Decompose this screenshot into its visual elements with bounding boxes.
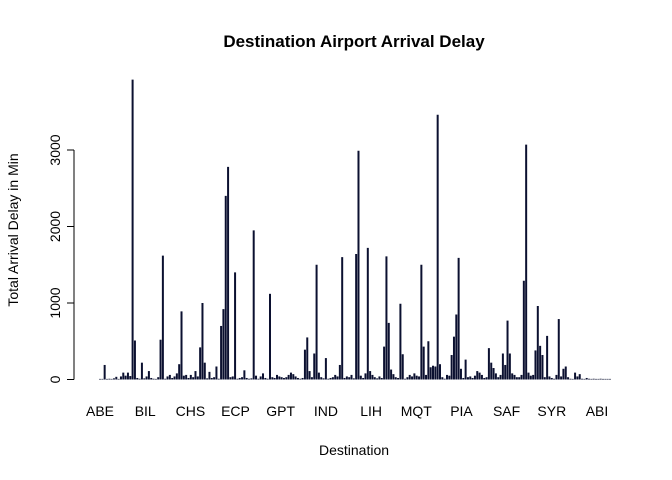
x-tick-label: LIH [360,403,382,419]
x-tick-label: BIL [135,403,156,419]
x-tick-label: ABE [86,403,114,419]
x-tick-label: IND [314,403,338,419]
x-tick-label: PIA [450,403,473,419]
x-tick-labels: ABE BIL CHS ECP GPT IND LIH MQT PIA SAF SYR ABI [86,403,608,419]
y-tick-label: 0 [47,375,63,383]
bars-group [99,79,611,380]
x-tick-label: SAF [493,403,520,419]
chart-title: Destination Airport Arrival Delay [223,32,485,51]
x-axis-label: Destination [319,442,389,458]
y-tick-label: 2000 [47,211,63,242]
plot-area [99,79,611,380]
y-tick-label: 1000 [47,287,63,318]
x-tick-label: ABI [586,403,609,419]
x-tick-label: CHS [176,403,206,419]
y-tick-label: 3000 [47,134,63,165]
y-axis: 0 1000 2000 3000 [47,134,75,383]
x-tick-label: ECP [221,403,250,419]
x-tick-label: SYR [537,403,566,419]
x-tick-label: GPT [266,403,295,419]
y-axis-label: Total Arrival Delay in Min [5,153,21,306]
x-tick-label: MQT [401,403,433,419]
